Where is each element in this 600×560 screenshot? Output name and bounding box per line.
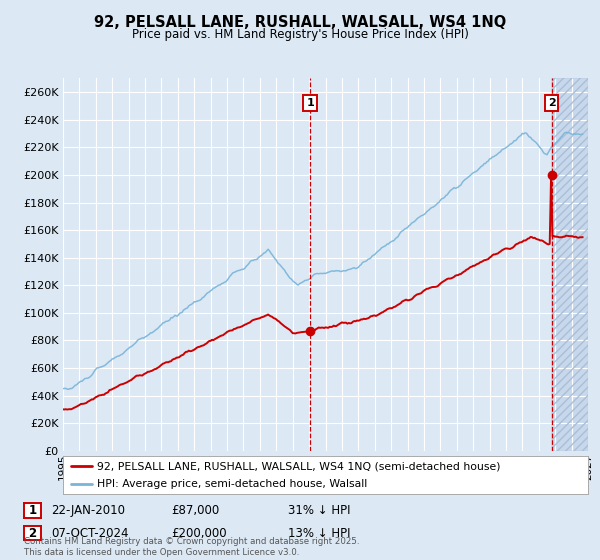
Text: HPI: Average price, semi-detached house, Walsall: HPI: Average price, semi-detached house,…: [97, 479, 367, 489]
Text: 07-OCT-2024: 07-OCT-2024: [51, 526, 128, 540]
Text: Contains HM Land Registry data © Crown copyright and database right 2025.
This d: Contains HM Land Registry data © Crown c…: [24, 537, 359, 557]
Bar: [551, 78, 588, 451]
Text: Price paid vs. HM Land Registry's House Price Index (HPI): Price paid vs. HM Land Registry's House …: [131, 28, 469, 41]
Text: 2: 2: [28, 526, 37, 540]
Text: 13% ↓ HPI: 13% ↓ HPI: [288, 526, 350, 540]
Text: £87,000: £87,000: [171, 504, 219, 517]
Text: 92, PELSALL LANE, RUSHALL, WALSALL, WS4 1NQ: 92, PELSALL LANE, RUSHALL, WALSALL, WS4 …: [94, 15, 506, 30]
Text: 2: 2: [548, 98, 556, 108]
Bar: [551, 78, 588, 451]
Text: 1: 1: [28, 504, 37, 517]
Text: 1: 1: [306, 98, 314, 108]
Text: £200,000: £200,000: [171, 526, 227, 540]
Text: 92, PELSALL LANE, RUSHALL, WALSALL, WS4 1NQ (semi-detached house): 92, PELSALL LANE, RUSHALL, WALSALL, WS4 …: [97, 461, 500, 471]
Text: 22-JAN-2010: 22-JAN-2010: [51, 504, 125, 517]
Text: 31% ↓ HPI: 31% ↓ HPI: [288, 504, 350, 517]
